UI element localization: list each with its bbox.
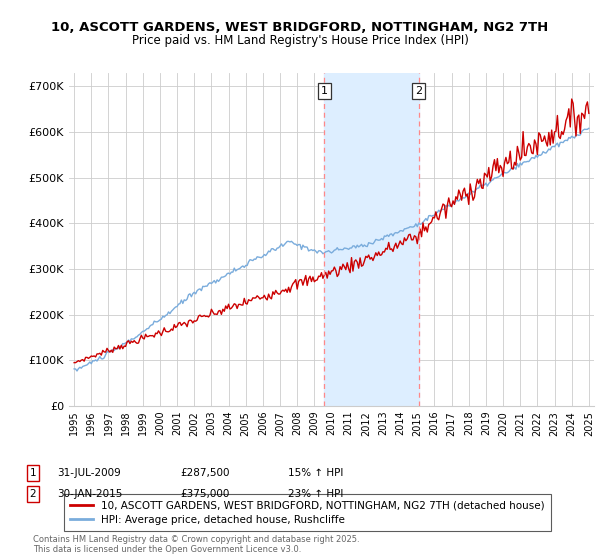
Text: 10, ASCOTT GARDENS, WEST BRIDGFORD, NOTTINGHAM, NG2 7TH: 10, ASCOTT GARDENS, WEST BRIDGFORD, NOTT… — [52, 21, 548, 34]
Text: 2: 2 — [415, 86, 422, 96]
Text: £375,000: £375,000 — [180, 489, 229, 499]
Text: 30-JAN-2015: 30-JAN-2015 — [57, 489, 122, 499]
Text: Contains HM Land Registry data © Crown copyright and database right 2025.
This d: Contains HM Land Registry data © Crown c… — [33, 535, 359, 554]
Text: 2: 2 — [29, 489, 37, 499]
Text: 15% ↑ HPI: 15% ↑ HPI — [288, 468, 343, 478]
Text: Price paid vs. HM Land Registry's House Price Index (HPI): Price paid vs. HM Land Registry's House … — [131, 34, 469, 46]
Legend: 10, ASCOTT GARDENS, WEST BRIDGFORD, NOTTINGHAM, NG2 7TH (detached house), HPI: A: 10, ASCOTT GARDENS, WEST BRIDGFORD, NOTT… — [64, 494, 551, 531]
Text: £287,500: £287,500 — [180, 468, 229, 478]
Text: 23% ↑ HPI: 23% ↑ HPI — [288, 489, 343, 499]
Bar — [324, 73, 419, 406]
Text: 1: 1 — [321, 86, 328, 96]
Text: 31-JUL-2009: 31-JUL-2009 — [57, 468, 121, 478]
Text: 1: 1 — [29, 468, 37, 478]
